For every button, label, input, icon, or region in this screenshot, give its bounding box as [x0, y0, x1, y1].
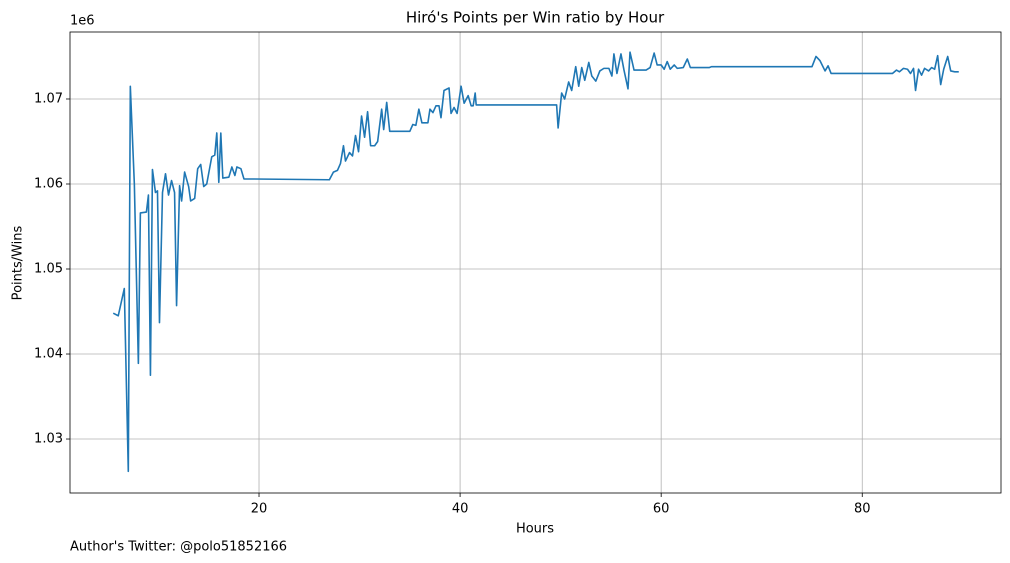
footnote: Author's Twitter: @polo51852166 [70, 540, 287, 555]
x-tick-label: 20 [251, 502, 268, 517]
y-tick-label: 1.07 [34, 91, 63, 106]
y-tick-label: 1.06 [34, 176, 63, 191]
y-tick-label: 1.05 [34, 262, 63, 277]
x-axis-label: Hours [516, 522, 554, 537]
y-tick-label: 1.04 [34, 347, 63, 362]
chart-title: Hiró's Points per Win ratio by Hour [406, 9, 665, 27]
plot-frame [69, 31, 1002, 494]
y-tick-label: 1.03 [34, 432, 63, 447]
x-tick-label: 40 [452, 502, 469, 517]
x-tick-label: 60 [653, 502, 670, 517]
x-tick-label: 80 [854, 502, 871, 517]
y-offset-label: 1e6 [70, 14, 95, 29]
y-axis-label: Points/Wins [11, 225, 26, 300]
data-line [112, 51, 959, 473]
